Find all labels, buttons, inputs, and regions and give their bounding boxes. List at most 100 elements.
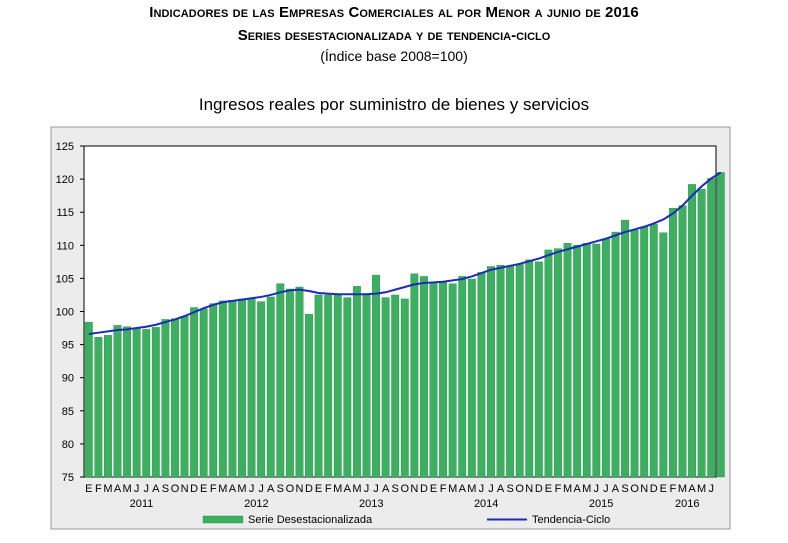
legend-label-line: Tendencia-Ciclo (532, 514, 610, 526)
bar (343, 297, 352, 478)
bar (621, 219, 629, 478)
bar (477, 272, 486, 478)
bar (333, 294, 342, 478)
bar (218, 300, 227, 478)
x-tick-label: F (555, 483, 562, 495)
bar (496, 264, 505, 478)
bar (295, 286, 304, 478)
bar (132, 328, 141, 478)
bar (573, 245, 582, 478)
bar (420, 276, 428, 478)
bar (84, 321, 93, 478)
x-tick-label: A (688, 483, 696, 495)
x-tick-label: A (497, 483, 505, 495)
bar (563, 243, 572, 478)
bar (534, 261, 543, 478)
x-tick-label: E (660, 483, 667, 495)
bar (630, 229, 639, 478)
bar (640, 226, 649, 478)
plot-area (83, 145, 717, 478)
bar (659, 232, 668, 478)
x-tick-label: M (218, 483, 227, 495)
bar (266, 296, 275, 478)
bar (439, 282, 448, 478)
x-tick-label: N (295, 483, 303, 495)
bar (190, 307, 199, 478)
x-tick-label: F (210, 483, 217, 495)
x-tick-label: D (305, 483, 313, 495)
x-tick-label: A (114, 483, 122, 495)
x-tick-label: S (621, 483, 628, 495)
bar (276, 283, 285, 478)
x-tick-label: E (545, 483, 552, 495)
bar (285, 288, 294, 478)
year-label: 2014 (474, 498, 498, 510)
x-tick-label: N (525, 483, 533, 495)
x-tick-label: F (670, 483, 677, 495)
bar (113, 325, 122, 478)
bar (448, 283, 457, 478)
x-tick-label: D (650, 483, 658, 495)
bar (228, 300, 237, 478)
x-tick-label: J (373, 483, 379, 495)
bar (391, 294, 400, 478)
bar (544, 249, 553, 478)
x-tick-label: A (573, 483, 581, 495)
bar (688, 184, 696, 478)
year-label: 2015 (589, 498, 613, 510)
year-label: 2012 (244, 498, 268, 510)
bar-series (84, 172, 725, 478)
x-tick-label: M (333, 483, 342, 495)
bar (601, 238, 610, 478)
x-tick-label: M (697, 483, 706, 495)
x-tick-label: J (603, 483, 609, 495)
bar (592, 243, 601, 478)
bar (458, 276, 467, 478)
x-tick-label: O (630, 483, 639, 495)
x-tick-label: N (640, 483, 648, 495)
legend: Serie Desestacionalizada Tendencia-Ciclo (202, 514, 610, 526)
year-label: 2013 (359, 498, 383, 510)
bar (649, 223, 658, 478)
x-tick-label: S (506, 483, 513, 495)
y-tick-label: 80 (62, 439, 74, 451)
x-tick-label: J (594, 483, 600, 495)
bar (180, 315, 189, 478)
x-tick-label: N (181, 483, 189, 495)
x-tick-label: F (95, 483, 102, 495)
x-tick-label: N (410, 483, 418, 495)
x-tick-label: A (229, 483, 237, 495)
x-tick-label: M (678, 483, 687, 495)
bar (151, 327, 160, 478)
bar (716, 172, 725, 478)
x-tick-label: J (479, 483, 485, 495)
y-tick-label: 125 (56, 141, 74, 153)
bar (400, 298, 409, 478)
x-tick-label: M (103, 483, 112, 495)
plot-background (83, 145, 717, 478)
year-label: 2011 (130, 498, 154, 510)
bar (525, 259, 534, 478)
x-tick-label: E (430, 483, 437, 495)
y-tick-label: 90 (62, 373, 74, 385)
bar (305, 313, 313, 478)
x-tick-label: F (325, 483, 332, 495)
x-tick-label: O (171, 483, 180, 495)
bar (94, 337, 103, 478)
y-tick-label: 110 (56, 240, 74, 252)
x-tick-label: A (612, 483, 620, 495)
bar (238, 298, 246, 478)
x-tick-label: J (258, 483, 264, 495)
x-tick-label: M (352, 483, 361, 495)
bar (678, 205, 687, 478)
bar (324, 294, 333, 478)
bar (506, 265, 515, 478)
bar (352, 286, 361, 478)
x-tick-label: E (315, 483, 322, 495)
x-tick-label: E (200, 483, 207, 495)
y-tick-label: 120 (56, 174, 74, 186)
report-title: Indicadores de las Empresas Comerciales … (149, 4, 639, 21)
y-tick-label: 95 (62, 340, 74, 352)
